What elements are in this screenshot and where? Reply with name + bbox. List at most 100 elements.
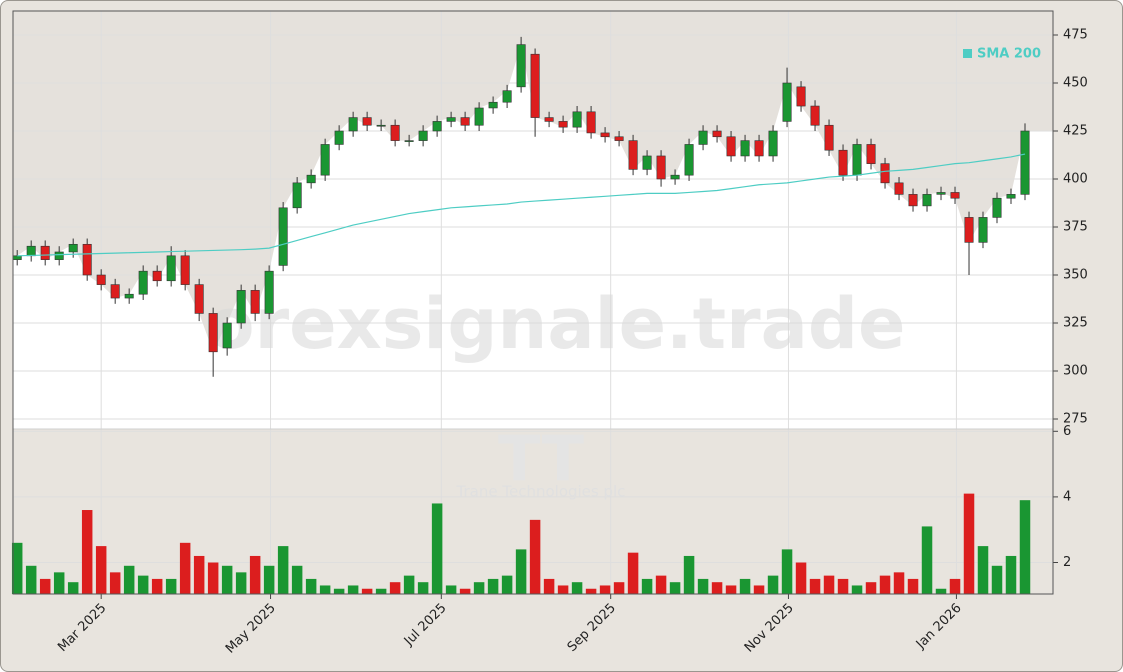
candle-body bbox=[502, 90, 512, 103]
volume-bar bbox=[193, 555, 205, 594]
volume-tick-label: 6 bbox=[1063, 424, 1071, 439]
candle-body bbox=[124, 293, 134, 299]
candle-body bbox=[698, 130, 708, 145]
y-tick-label: 450 bbox=[1063, 76, 1088, 91]
candle-body bbox=[12, 255, 22, 260]
volume-bar bbox=[1019, 500, 1031, 594]
y-tick-label: 300 bbox=[1063, 364, 1088, 379]
volume-bar bbox=[781, 549, 793, 594]
x-tick-label: Sep 2025 bbox=[565, 601, 619, 655]
volume-bar bbox=[655, 575, 667, 594]
candle-body bbox=[334, 130, 344, 145]
volume-bar bbox=[683, 555, 695, 594]
volume-bar bbox=[795, 562, 807, 594]
symbol-watermark: TT bbox=[498, 422, 584, 495]
candle-body bbox=[404, 140, 414, 142]
candle-body bbox=[614, 136, 624, 141]
volume-bar bbox=[501, 575, 513, 594]
volume-bar bbox=[319, 585, 331, 594]
candle-body bbox=[1006, 194, 1016, 199]
candle-body bbox=[964, 217, 974, 243]
candle-body bbox=[236, 290, 246, 324]
volume-bar bbox=[95, 546, 107, 594]
volume-bar bbox=[487, 578, 499, 594]
candle-body bbox=[320, 144, 330, 176]
candle-body bbox=[838, 149, 848, 176]
candle-body bbox=[600, 132, 610, 138]
volume-bar bbox=[263, 565, 275, 594]
volume-bar bbox=[613, 582, 625, 594]
candle-body bbox=[292, 182, 302, 209]
candle-body bbox=[432, 121, 442, 132]
candle-body bbox=[306, 174, 316, 184]
volume-tick-label: 4 bbox=[1063, 489, 1071, 504]
volume-bar bbox=[361, 588, 373, 594]
candle-body bbox=[516, 44, 526, 88]
y-tick-label: 350 bbox=[1063, 268, 1088, 283]
price-area bbox=[13, 44, 1053, 429]
candle-body bbox=[362, 117, 372, 126]
candle-body bbox=[656, 155, 666, 180]
volume-bar bbox=[347, 585, 359, 594]
volume-bar bbox=[809, 578, 821, 594]
volume-tick-label: 2 bbox=[1063, 555, 1071, 570]
candle-body bbox=[40, 245, 50, 260]
candle-body bbox=[530, 53, 540, 118]
volume-bar bbox=[333, 588, 345, 594]
candle-body bbox=[278, 207, 288, 266]
candle-body bbox=[796, 86, 806, 107]
candle-body bbox=[68, 243, 78, 253]
candle-body bbox=[110, 284, 120, 299]
volume-bar bbox=[473, 582, 485, 594]
y-tick-label: 425 bbox=[1063, 124, 1088, 139]
sma-line bbox=[17, 153, 1026, 257]
candle-body bbox=[348, 117, 358, 132]
candle-body bbox=[866, 144, 876, 164]
watermark: orexsignale.trade bbox=[207, 283, 906, 365]
candle-body bbox=[768, 130, 778, 157]
candle-body bbox=[264, 270, 274, 314]
y-tick-label: 375 bbox=[1063, 220, 1088, 235]
volume-bar bbox=[459, 588, 471, 594]
volume-bar bbox=[431, 503, 443, 594]
candle-body bbox=[572, 111, 582, 128]
volume-bar bbox=[543, 578, 555, 594]
x-tick-label: May 2025 bbox=[223, 601, 279, 657]
volume-bar bbox=[137, 575, 149, 594]
candle-body bbox=[222, 322, 232, 349]
candle-body bbox=[852, 144, 862, 176]
volume-bar bbox=[1005, 555, 1017, 594]
volume-bar bbox=[221, 565, 233, 594]
volume-bar bbox=[767, 575, 779, 594]
candle-body bbox=[474, 107, 484, 126]
volume-bar bbox=[837, 578, 849, 594]
candle-body bbox=[922, 194, 932, 207]
volume-bar bbox=[641, 578, 653, 594]
candle-body bbox=[628, 140, 638, 170]
volume-bar bbox=[53, 572, 65, 594]
volume-bar bbox=[697, 578, 709, 594]
candle-body bbox=[684, 144, 694, 176]
candle-body bbox=[754, 140, 764, 157]
volume-bar bbox=[389, 582, 401, 594]
volume-bar bbox=[711, 582, 723, 594]
volume-bar bbox=[249, 555, 261, 594]
volume-bar bbox=[823, 575, 835, 594]
candle-body bbox=[152, 270, 162, 282]
volume-bar bbox=[67, 582, 79, 594]
x-tick-label: Nov 2025 bbox=[742, 601, 797, 656]
candle-body bbox=[166, 255, 176, 282]
plot-area bbox=[12, 10, 1054, 595]
volume-bar bbox=[417, 582, 429, 594]
candle-body bbox=[712, 130, 722, 138]
volume-bar bbox=[851, 585, 863, 594]
candle-body bbox=[894, 182, 904, 195]
x-tick-label: Jul 2025 bbox=[401, 601, 450, 650]
candle-body bbox=[558, 121, 568, 128]
volume-bar bbox=[515, 549, 527, 594]
volume-bar bbox=[893, 572, 905, 594]
y-tick-label: 275 bbox=[1063, 412, 1088, 427]
volume-bar bbox=[865, 582, 877, 594]
